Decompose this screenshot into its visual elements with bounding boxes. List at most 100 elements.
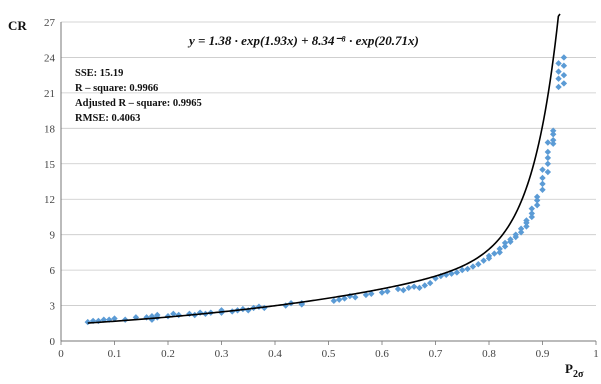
data-point <box>544 154 552 162</box>
data-point <box>485 252 493 260</box>
data-point <box>533 201 541 209</box>
x-tick-label-10: 1 <box>593 348 599 360</box>
data-point <box>410 283 418 290</box>
x-tick-label-3: 0.3 <box>215 348 229 360</box>
data-point <box>523 217 530 224</box>
y-tick-label-3: 9 <box>50 230 56 242</box>
x-tick-label-8: 0.8 <box>482 348 496 360</box>
x-tick-label-4: 0.4 <box>268 348 282 360</box>
data-point <box>528 205 535 212</box>
data-point <box>378 289 386 296</box>
x-tick-label-5: 0.5 <box>322 348 336 360</box>
data-point <box>330 297 338 305</box>
data-point <box>469 263 477 270</box>
data-point <box>544 148 552 156</box>
data-point <box>517 225 525 232</box>
x-tick-label-7: 0.7 <box>429 348 443 360</box>
data-point <box>362 291 370 299</box>
x-tick-label-1: 0.1 <box>108 348 122 360</box>
data-point <box>517 229 525 236</box>
data-point <box>245 307 252 314</box>
data-point <box>560 62 568 69</box>
data-point <box>394 285 402 293</box>
data-point <box>507 236 514 243</box>
data-point <box>368 290 375 297</box>
y-axis-title: CR <box>8 18 27 33</box>
data-point <box>555 60 562 67</box>
data-point <box>421 282 428 289</box>
data-point <box>523 223 530 230</box>
data-point <box>539 180 546 188</box>
y-tick-label-5: 15 <box>44 159 56 171</box>
data-point <box>84 318 91 326</box>
fit-statistics: SSE: 15.19 R – square: 0.9966 Adjusted R… <box>75 68 202 124</box>
data-point <box>170 310 177 318</box>
x-axis-title-main: P <box>565 361 573 376</box>
data-point <box>560 71 568 79</box>
grid-lines <box>61 21 596 306</box>
data-point <box>550 136 557 144</box>
data-point <box>175 311 182 319</box>
data-point <box>544 139 552 146</box>
stat-adjusted-r-square: Adjusted R – square: 0.9965 <box>75 98 202 109</box>
data-point <box>555 83 562 91</box>
data-point <box>496 245 503 253</box>
y-tick-label-1: 3 <box>50 301 56 313</box>
data-point <box>539 174 546 182</box>
axes <box>60 22 597 345</box>
data-point <box>560 54 568 61</box>
data-point <box>405 284 412 292</box>
data-point <box>491 250 498 257</box>
data-point <box>496 249 503 256</box>
tick-labels: 0 3 6 9 12 15 18 21 24 27 0 0.1 0.2 0.3 0.4 0.5 0.6 0.7 0.… <box>44 17 599 360</box>
x-tick-label-6: 0.6 <box>375 348 389 360</box>
data-point <box>539 186 546 193</box>
data-points <box>84 54 568 326</box>
stat-sse: SSE: 15.19 <box>75 68 123 79</box>
fit-curve-group <box>87 13 561 324</box>
y-tick-label-8: 24 <box>44 52 56 64</box>
data-point <box>533 197 541 204</box>
data-point <box>501 243 509 250</box>
data-point <box>560 80 568 87</box>
data-point <box>528 210 535 217</box>
data-point <box>384 288 391 295</box>
data-point <box>512 231 519 238</box>
data-point <box>550 140 557 147</box>
data-point <box>539 166 546 173</box>
x-tick-label-2: 0.2 <box>161 348 175 360</box>
data-point <box>341 295 348 302</box>
data-point <box>544 160 552 167</box>
data-point <box>336 296 343 303</box>
data-point <box>459 266 466 274</box>
data-point <box>533 193 541 201</box>
data-point <box>453 269 461 276</box>
fit-curve <box>87 13 561 324</box>
y-tick-label-6: 18 <box>44 123 56 135</box>
data-point <box>464 265 471 273</box>
data-point <box>555 75 562 82</box>
x-tick-label-9: 0.9 <box>536 348 550 360</box>
stat-rmse: RMSE: 0.4063 <box>75 113 140 124</box>
data-point <box>426 279 434 287</box>
data-point <box>416 284 423 292</box>
y-tick-label-7: 21 <box>44 88 55 100</box>
y-tick-label-9: 27 <box>44 17 56 29</box>
data-point <box>550 131 557 138</box>
data-point <box>550 127 557 134</box>
fit-formula: y = 1.38 · exp(1.93x) + 8.34⁻⁸ · exp(20.… <box>187 33 419 48</box>
data-point <box>544 168 552 176</box>
x-axis-title: P2σ <box>565 361 584 379</box>
x-tick-label-0: 0 <box>58 348 64 360</box>
data-point <box>555 68 562 75</box>
data-point <box>501 239 509 247</box>
y-tick-label-0: 0 <box>50 336 56 348</box>
x-axis-title-subscript: 2σ <box>573 369 584 379</box>
data-point <box>480 257 487 264</box>
y-tick-label-2: 6 <box>50 265 56 277</box>
data-point <box>111 315 118 322</box>
data-point <box>475 261 482 268</box>
stat-r-square: R – square: 0.9966 <box>75 83 158 94</box>
